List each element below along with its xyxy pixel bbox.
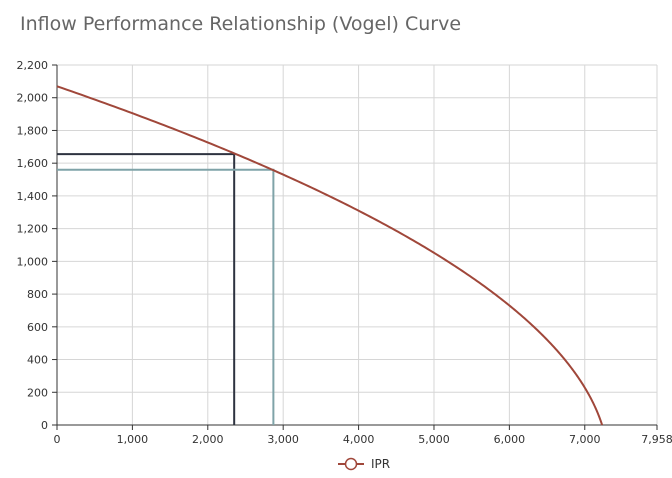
- x-tick-label: 6,000: [494, 433, 526, 446]
- x-tick-label: 3,000: [267, 433, 299, 446]
- y-tick-label: 400: [27, 354, 48, 367]
- y-tick-label: 2,000: [17, 92, 49, 105]
- x-tick-label: 2,000: [192, 433, 224, 446]
- legend-marker-icon[interactable]: [344, 457, 358, 471]
- x-tick-label: 7,958: [641, 433, 672, 446]
- y-tick-label: 600: [27, 321, 48, 334]
- legend-label[interactable]: IPR: [371, 457, 390, 471]
- x-tick-label: 1,000: [117, 433, 149, 446]
- y-tick-label: 1,000: [17, 255, 49, 268]
- y-tick-label: 1,800: [17, 124, 49, 137]
- x-tick-label: 0: [54, 433, 61, 446]
- y-tick-label: 800: [27, 288, 48, 301]
- y-tick-label: 1,600: [17, 157, 49, 170]
- x-tick-label: 5,000: [418, 433, 450, 446]
- y-tick-label: 1,200: [17, 223, 49, 236]
- y-tick-label: 1,400: [17, 190, 49, 203]
- ipr-curve-line: [56, 85, 604, 426]
- y-tick-label: 0: [41, 419, 48, 432]
- x-tick-label: 4,000: [343, 433, 375, 446]
- chart-title: Inflow Performance Relationship (Vogel) …: [20, 13, 462, 35]
- y-tick-label: 200: [27, 386, 48, 399]
- x-tick-label: 7,000: [569, 433, 601, 446]
- y-tick-label: 2,200: [17, 59, 49, 72]
- operating-point-line: [57, 168, 275, 425]
